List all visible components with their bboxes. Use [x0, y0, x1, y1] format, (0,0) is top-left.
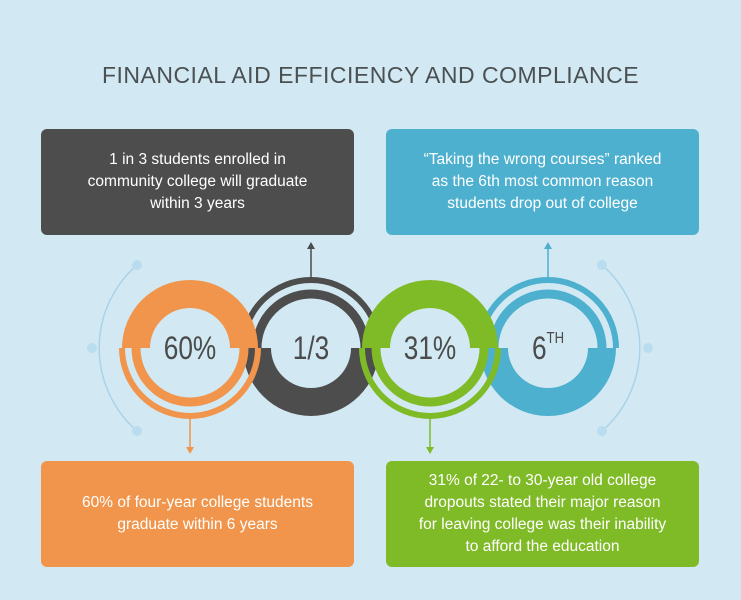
- stat-card-four-year: 60% of four-year college students gradua…: [41, 461, 354, 567]
- decor-dot: [643, 343, 653, 353]
- card-line: as the 6th most common reason: [431, 173, 654, 190]
- decor-dot: [597, 426, 607, 436]
- decor-dot: [132, 260, 142, 270]
- decor-arc-left: [98, 264, 138, 432]
- decor-dot: [132, 426, 142, 436]
- card-line: 60% of four-year college students: [82, 494, 313, 511]
- card-line: 31% of 22- to 30-year old college: [428, 472, 657, 489]
- ring-dark-thick-arc: [243, 348, 379, 416]
- ring-orange-thick-arc: [122, 280, 258, 348]
- arrow-up-icon: [544, 242, 552, 249]
- card-line: 1 in 3 students enrolled in: [109, 151, 286, 168]
- stat-card-dropouts: 31% of 22- to 30-year old college dropou…: [386, 461, 699, 567]
- stat-value-one-third: 1/3: [292, 330, 330, 366]
- stat-card-community-college: 1 in 3 students enrolled in community co…: [41, 129, 354, 235]
- arrow-up-icon: [307, 242, 315, 249]
- decor-dot: [597, 260, 607, 270]
- card-line: dropouts stated their major reason: [424, 494, 661, 511]
- page-title: FINANCIAL AID EFFICIENCY AND COMPLIANCE: [101, 62, 640, 88]
- card-line: to afford the education: [465, 538, 620, 555]
- stat-card-wrong-courses: “Taking the wrong courses” ranked as the…: [386, 129, 699, 235]
- stat-suffix: TH: [546, 330, 565, 347]
- card-line: graduate within 6 years: [117, 516, 278, 533]
- ring-orange-thin-arc: [131, 347, 249, 407]
- card-line: community college will graduate: [87, 173, 308, 190]
- card-line: within 3 years: [150, 195, 245, 212]
- stat-value-6th: 6TH: [531, 330, 565, 366]
- stat-value-60-percent: 60%: [163, 330, 217, 366]
- ring-green-thin-arc: [371, 347, 489, 407]
- ring-orange: [119, 280, 261, 454]
- card-line: students drop out of college: [447, 195, 638, 212]
- arrow-down-icon: [426, 447, 434, 454]
- ring-green: [359, 280, 501, 454]
- ring-dark-thin-arc: [252, 289, 370, 349]
- ring-blue-thick-arc: [480, 348, 616, 416]
- ring-dark: [240, 242, 382, 416]
- decor-arc-right: [601, 264, 641, 432]
- card-line: for leaving college was their inability: [418, 516, 667, 533]
- decor-dot: [87, 343, 97, 353]
- ring-blue-thin-arc: [489, 289, 607, 349]
- arrow-down-icon: [186, 447, 194, 454]
- ring-green-thick-arc: [362, 280, 498, 348]
- stat-value-31-percent: 31%: [403, 330, 457, 366]
- card-line: “Taking the wrong courses” ranked: [423, 151, 662, 168]
- ring-blue: [477, 242, 619, 416]
